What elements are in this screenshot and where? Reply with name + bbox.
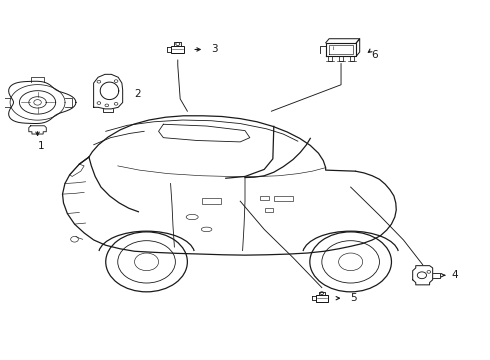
Text: 2: 2 [135, 89, 141, 99]
Text: 3: 3 [211, 45, 218, 54]
Text: i: i [333, 46, 334, 51]
Bar [202, 198, 221, 204]
Text: 1: 1 [38, 141, 44, 152]
Bar [260, 196, 269, 201]
Text: 5: 5 [351, 293, 357, 303]
Bar [265, 208, 273, 212]
Bar [274, 195, 293, 201]
Bar [171, 46, 185, 53]
Bar [316, 295, 328, 302]
Text: 6: 6 [371, 50, 377, 60]
Text: 4: 4 [451, 270, 458, 280]
